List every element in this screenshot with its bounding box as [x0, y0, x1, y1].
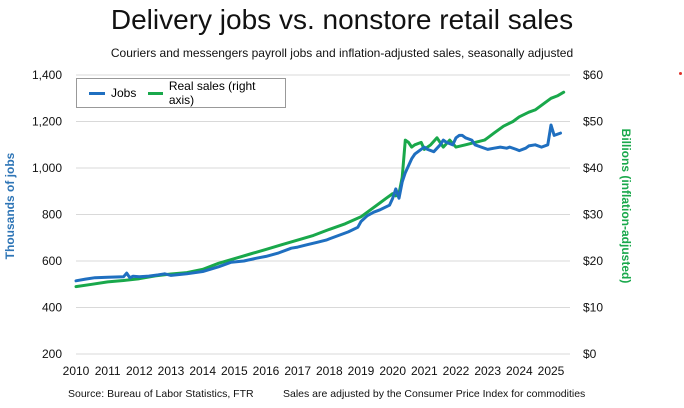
series-lines: [74, 90, 566, 289]
y2-tick-label: $50: [583, 115, 603, 129]
legend-swatch-jobs: [89, 91, 105, 95]
x-tick-label: 2023: [474, 364, 501, 378]
x-tick-label: 2024: [506, 364, 533, 378]
source-note: Source: Bureau of Labor Statistics, FTR: [68, 388, 254, 400]
adjustment-note: Sales are adjusted by the Consumer Price…: [283, 388, 586, 400]
y2-axis-label: Billions (inflation-adjusted): [619, 129, 633, 284]
y-tick-label: 1,400: [32, 68, 62, 82]
gridlines: [76, 74, 570, 355]
y-tick-label: 200: [42, 347, 62, 361]
x-tick-label: 2012: [126, 364, 153, 378]
y-tick-label: 400: [42, 301, 62, 315]
legend-label-sales: Real sales (right axis): [168, 79, 256, 107]
x-tick-label: 2011: [95, 364, 121, 378]
right-axis-ticks: $0 $10 $20 $30 $40 $50 $60: [583, 68, 603, 361]
x-axis-ticks: 2010 2011 2012 2013 2014 2015 2016 2017 2018 2019…: [63, 364, 565, 378]
y2-tick-label: $20: [583, 254, 603, 268]
legend-swatch-sales: [148, 91, 163, 95]
y-tick-label: 800: [42, 208, 62, 222]
x-tick-label: 2018: [316, 364, 343, 378]
x-tick-label: 2020: [379, 364, 406, 378]
y-tick-label: 600: [42, 254, 62, 268]
y2-tick-label: $60: [583, 68, 603, 82]
x-tick-label: 2016: [253, 364, 280, 378]
x-tick-label: 2025: [538, 364, 565, 378]
chart-title: Delivery jobs vs. nonstore retail sales: [110, 4, 574, 35]
chart-legend: Jobs Real sales (right axis): [76, 78, 286, 108]
left-axis-ticks: 200 400 600 800 1,000 1,200 1,400: [32, 68, 62, 361]
y2-tick-label: $0: [583, 347, 597, 361]
x-tick-label: 2013: [158, 364, 185, 378]
jobs-line: [74, 123, 562, 283]
y-tick-label: 1,200: [32, 115, 62, 129]
y2-tick-label: $30: [583, 208, 603, 222]
x-tick-label: 2022: [443, 364, 470, 378]
x-tick-label: 2017: [284, 364, 311, 378]
x-tick-label: 2021: [411, 364, 438, 378]
x-tick-label: 2015: [221, 364, 248, 378]
y2-tick-label: $10: [583, 301, 603, 315]
chart-subtitle: Couriers and messengers payroll jobs and…: [110, 46, 574, 60]
x-tick-label: 2019: [348, 364, 375, 378]
legend-item-jobs: Jobs: [89, 86, 136, 100]
x-tick-label: 2014: [189, 364, 216, 378]
y-axis-label: Thousands of jobs: [3, 152, 17, 259]
x-tick-label: 2010: [63, 364, 90, 378]
red-dot-marker: [679, 72, 682, 75]
legend-item-sales: Real sales (right axis): [148, 79, 273, 107]
y2-tick-label: $40: [583, 161, 603, 175]
legend-label-jobs: Jobs: [111, 86, 137, 100]
y-tick-label: 1,000: [32, 161, 62, 175]
